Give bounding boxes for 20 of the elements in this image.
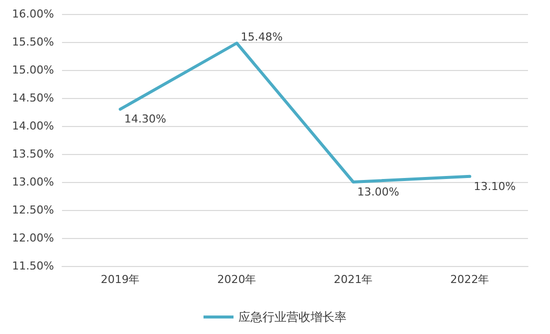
data-label: 13.10% xyxy=(474,180,516,193)
legend-label: 应急行业营收增长率 xyxy=(238,310,346,324)
x-tick-label: 2021年 xyxy=(334,273,373,286)
x-tick-label: 2019年 xyxy=(100,273,140,286)
x-tick-label: 2020年 xyxy=(217,273,256,286)
y-tick-label: 14.00% xyxy=(12,120,54,132)
data-label: 14.30% xyxy=(124,112,166,126)
y-tick-label: 13.50% xyxy=(12,148,54,160)
y-tick-label: 15.50% xyxy=(12,36,54,48)
data-label: 15.48% xyxy=(240,30,283,44)
y-tick-label: 13.00% xyxy=(12,176,54,188)
y-tick-label: 16.00% xyxy=(12,8,54,20)
x-tick-label: 2022年 xyxy=(450,273,490,286)
y-tick-label: 12.00% xyxy=(12,232,54,244)
y-tick-label: 11.50% xyxy=(12,260,54,272)
y-tick-label: 15.00% xyxy=(12,64,54,76)
y-tick-label: 14.50% xyxy=(12,92,54,104)
y-tick-label: 12.50% xyxy=(12,204,54,216)
line-series xyxy=(118,42,472,184)
data-label: 13.00% xyxy=(357,186,400,198)
